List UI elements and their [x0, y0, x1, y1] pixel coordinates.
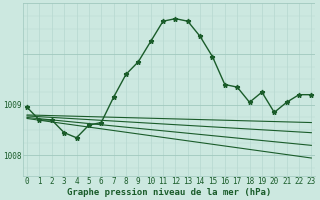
X-axis label: Graphe pression niveau de la mer (hPa): Graphe pression niveau de la mer (hPa) — [67, 188, 271, 197]
